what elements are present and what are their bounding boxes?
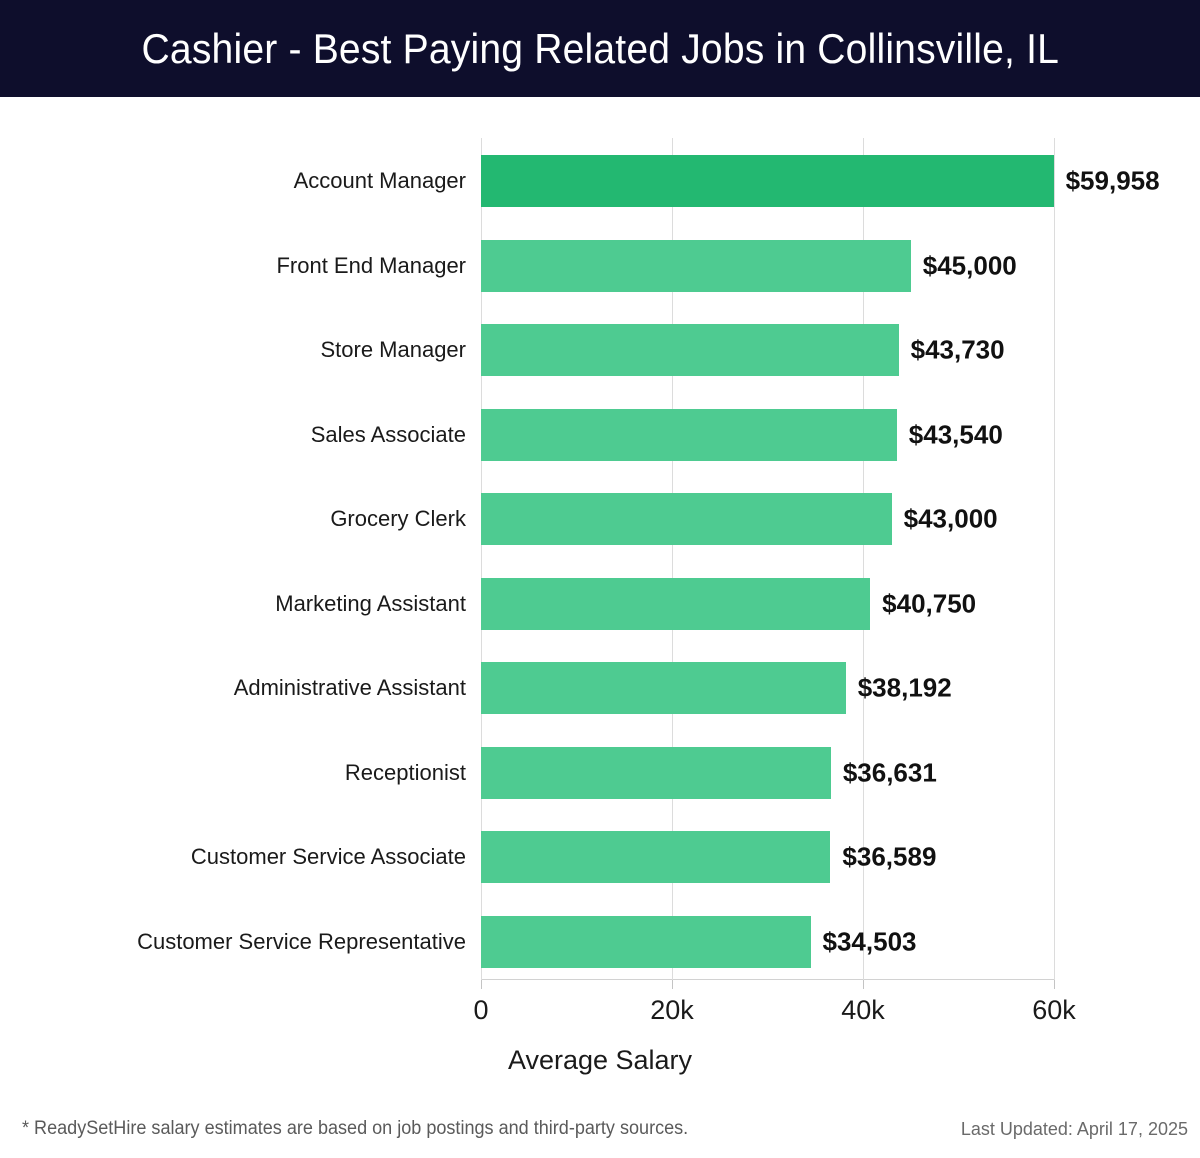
footer-last-updated: Last Updated: April 17, 2025 xyxy=(960,1119,1188,1139)
bar-row[interactable]: $34,503 xyxy=(481,915,1054,968)
gridline xyxy=(481,138,482,980)
bar-row[interactable]: $36,631 xyxy=(481,746,1054,799)
bar[interactable] xyxy=(481,239,911,292)
category-label: Front End Manager xyxy=(276,252,466,278)
plot-area: $59,958 $45,000 $43,730 $43,540 $43,000 $40,7… xyxy=(481,138,1160,989)
category-label: Administrative Assistant xyxy=(233,675,466,700)
bar-value-label: $36,589 xyxy=(842,841,937,872)
bar-value-label: $34,503 xyxy=(822,926,917,956)
bar-row[interactable]: $38,192 xyxy=(481,662,1054,714)
bar[interactable] xyxy=(481,408,897,461)
page-title: Cashier - Best Paying Related Jobs in Co… xyxy=(141,24,1059,72)
bar[interactable] xyxy=(481,493,892,545)
bar[interactable] xyxy=(481,831,831,883)
bar-value-label: $36,631 xyxy=(842,757,937,787)
x-axis-line xyxy=(481,979,1055,980)
bar[interactable] xyxy=(481,324,899,376)
category-label: Customer Service Associate xyxy=(190,844,466,869)
bar-row[interactable]: $45,000 xyxy=(481,239,1054,292)
x-tick-label: 60k xyxy=(1032,995,1076,1025)
category-label: Sales Associate xyxy=(310,421,466,447)
bar-value-label: $43,730 xyxy=(910,334,1005,365)
category-label: Store Manager xyxy=(320,337,466,362)
category-label: Customer Service Representative xyxy=(137,928,466,954)
chart-canvas: Account Manager Front End Manager Store Ma… xyxy=(0,97,1200,1097)
title-bar: Cashier - Best Paying Related Jobs in Co… xyxy=(0,0,1200,97)
x-tick-label: 20k xyxy=(650,995,694,1025)
bar-row[interactable]: $59,958 xyxy=(481,155,1160,207)
gridline xyxy=(1054,138,1055,980)
bar-row[interactable]: $43,730 xyxy=(481,324,1054,376)
bar-value-label: $43,540 xyxy=(908,419,1003,449)
bar-row[interactable]: $36,589 xyxy=(481,831,1054,883)
bar[interactable] xyxy=(481,577,871,630)
x-tick-mark xyxy=(672,980,673,989)
x-tick-mark xyxy=(1054,980,1055,989)
bar-row[interactable]: $40,750 xyxy=(481,577,1054,630)
bar-value-label: $45,000 xyxy=(922,250,1017,280)
bar[interactable] xyxy=(481,915,811,968)
footer: * ReadySetHire salary estimates are base… xyxy=(0,1108,1200,1158)
bar-row[interactable]: $43,540 xyxy=(481,408,1054,461)
x-tick-mark xyxy=(863,980,864,989)
bar-value-label: $43,000 xyxy=(903,503,998,534)
bar-value-label: $59,958 xyxy=(1065,165,1160,196)
bar-value-label: $38,192 xyxy=(857,672,952,703)
x-tick-mark xyxy=(481,980,482,989)
bar-row[interactable]: $43,000 xyxy=(481,493,1054,545)
x-tick-label: 40k xyxy=(841,995,885,1025)
y-axis-category-labels: Account Manager Front End Manager Store Ma… xyxy=(0,97,481,1097)
footer-disclaimer: * ReadySetHire salary estimates are base… xyxy=(22,1118,689,1139)
gridline xyxy=(672,138,673,980)
bar[interactable] xyxy=(481,155,1054,207)
bar[interactable] xyxy=(481,662,846,714)
category-label: Marketing Assistant xyxy=(275,590,466,616)
gridline xyxy=(863,138,864,980)
category-label: Account Manager xyxy=(293,168,466,193)
x-axis-ticks: 0 20k 40k 60k xyxy=(0,97,1200,1097)
category-label: Receptionist xyxy=(344,759,466,785)
x-tick-label: 0 xyxy=(473,995,489,1025)
bar-value-label: $40,750 xyxy=(882,588,977,618)
category-label: Grocery Clerk xyxy=(330,506,466,531)
x-axis-title: Average Salary xyxy=(507,1045,693,1075)
bar[interactable] xyxy=(481,746,831,799)
